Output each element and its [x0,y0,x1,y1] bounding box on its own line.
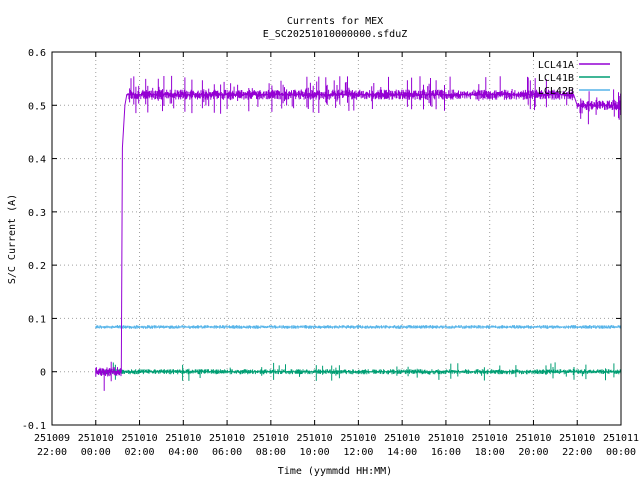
y-tick-labels: -0.1 0 0.1 0.2 0.3 0.4 0.5 0.6 [22,48,46,432]
legend: LCL41A LCL41B LCL42B [538,60,610,97]
x-tick-label-time: 20:00 [518,447,548,458]
x-tick-label-date: 251010 [428,433,464,444]
chart-title: Currents for MEX [287,16,383,27]
y-tick-label: 0.5 [28,101,46,112]
y-tick-label: 0.1 [28,314,46,325]
x-tick-label-date: 251010 [384,433,420,444]
y-tick-label: 0 [40,368,46,379]
x-tick-label-date: 251010 [78,433,114,444]
x-tick-label-time: 04:00 [168,447,198,458]
y-tick-label: -0.1 [22,421,46,432]
y-tick-label: 0.2 [28,261,46,272]
legend-label: LCL41B [538,73,574,84]
y-tick-label: 0.4 [28,155,46,166]
x-tick-labels: 251009 22:00 251010 00:00 251010 02:00 251010 0… [34,433,639,458]
x-tick-label-time: 08:00 [256,447,286,458]
x-tick-label-date: 251010 [515,433,551,444]
x-tick-label-date: 251010 [253,433,289,444]
x-tick-label-date: 251011 [603,433,639,444]
series-layer [95,75,622,391]
x-tick-label-date: 251010 [297,433,333,444]
x-tick-label-time: 22:00 [562,447,592,458]
legend-label: LCL42B [538,86,574,97]
series-lcl41a [95,75,622,391]
plot-border [51,51,622,426]
x-tick-label-time: 14:00 [387,447,417,458]
x-tick-label-date: 251010 [165,433,201,444]
x-tick-label-date: 251010 [472,433,508,444]
x-tick-label-time: 12:00 [343,447,373,458]
x-tick-label-date: 251010 [340,433,376,444]
series-jitter [95,325,622,329]
x-tick-label-time: 22:00 [37,447,67,458]
x-tick-label-time: 18:00 [475,447,505,458]
x-tick-label-time: 02:00 [124,447,154,458]
series-jitter [95,75,622,391]
chart-subtitle: E_SC20251010000000.sfduZ [263,29,408,40]
x-tick-label-date: 251010 [209,433,245,444]
x-tick-label-time: 00:00 [81,447,111,458]
series-lcl42b [95,325,622,329]
x-tick-label-time: 10:00 [300,447,330,458]
x-tick-label-date: 251010 [121,433,157,444]
x-tick-label-date: 251010 [559,433,595,444]
x-axis-label: Time (yymmdd HH:MM) [278,466,392,477]
y-tick-label: 0.3 [28,208,46,219]
legend-label: LCL41A [538,60,574,71]
x-tick-label-time: 16:00 [431,447,461,458]
x-tick-label-time: 00:00 [606,447,636,458]
x-tick-label-date: 251009 [34,433,70,444]
y-tick-label: 0.6 [28,48,46,59]
x-tick-label-time: 06:00 [212,447,242,458]
y-axis-label: S/C Current (A) [7,194,18,284]
